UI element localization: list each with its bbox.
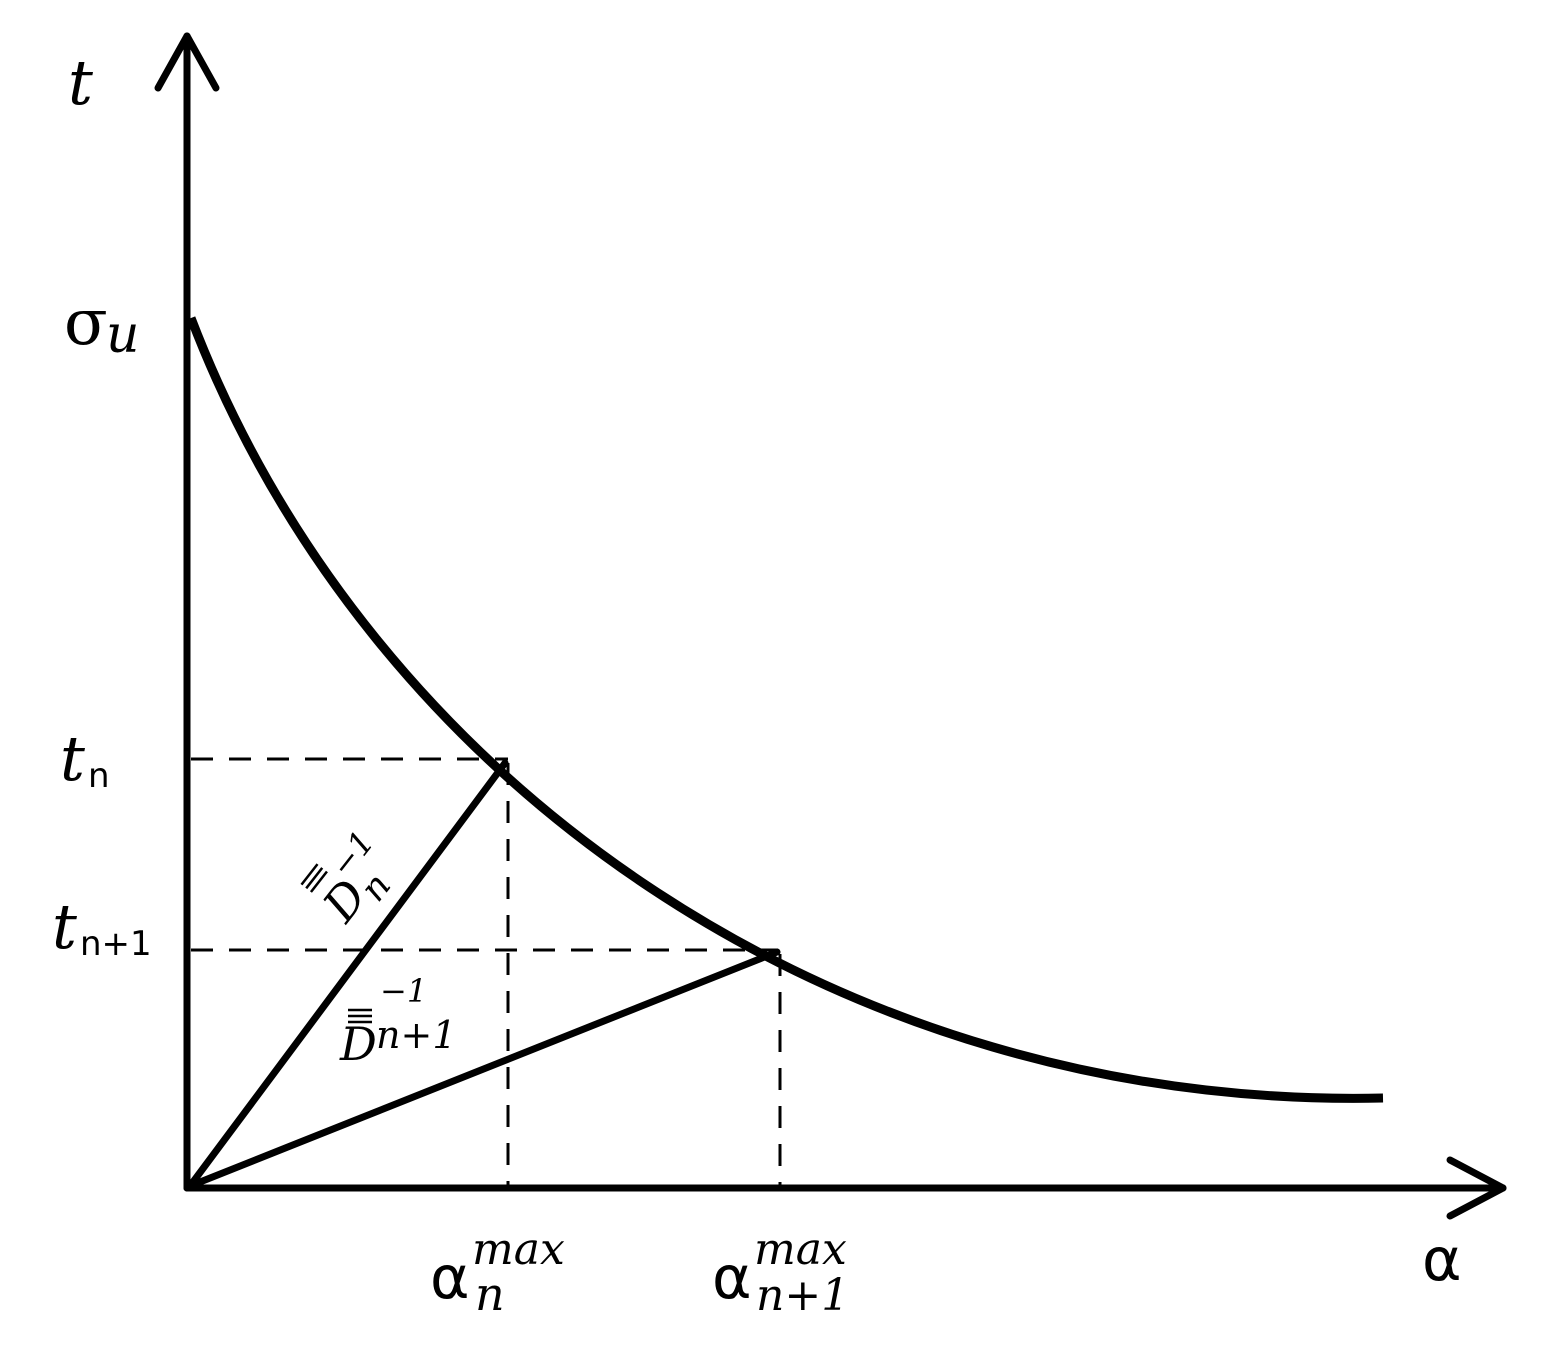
svg-text:−1: −1 xyxy=(380,972,427,1010)
svg-text:σ: σ xyxy=(64,286,108,360)
svg-text:t: t xyxy=(60,722,85,795)
svg-text:n+1: n+1 xyxy=(80,924,152,964)
y-label-tn: t n xyxy=(60,722,110,796)
x-axis-arrowhead xyxy=(1446,1156,1507,1220)
axes xyxy=(154,32,1507,1220)
secant-label-dn1: D −1 n+1 xyxy=(339,972,457,1071)
x-label-alpha-n1-max: α max n+1 xyxy=(712,1224,849,1321)
svg-text:u: u xyxy=(106,305,140,365)
svg-text:max: max xyxy=(472,1224,565,1275)
svg-text:n: n xyxy=(88,756,110,796)
x-label-alpha-n-max: α max n xyxy=(430,1224,565,1321)
svg-text:n+1: n+1 xyxy=(756,1270,849,1321)
y-label-sigma-u: σ u xyxy=(64,286,140,365)
svg-text:D: D xyxy=(339,1017,377,1071)
x-axis-label: α xyxy=(1422,1225,1462,1295)
svg-text:n+1: n+1 xyxy=(376,1013,457,1057)
y-label-tn1: t n+1 xyxy=(52,890,152,964)
svg-text:α: α xyxy=(712,1243,752,1313)
secant-lines xyxy=(186,759,781,1190)
svg-text:t: t xyxy=(52,890,77,963)
secant-line-n1 xyxy=(186,948,781,1190)
y-axis-arrowhead xyxy=(154,32,220,92)
secant-line-n xyxy=(186,759,509,1190)
softening-curve xyxy=(186,316,1384,1103)
secant-label-dn: D −1 n xyxy=(300,823,399,932)
bar-1 xyxy=(309,870,328,893)
dashed-guides xyxy=(191,757,782,1185)
y-axis-label: t xyxy=(68,46,93,119)
svg-text:max: max xyxy=(754,1224,847,1275)
bar-2 xyxy=(305,867,324,890)
svg-text:n: n xyxy=(475,1267,505,1321)
bar-3 xyxy=(300,863,319,886)
svg-text:α: α xyxy=(430,1243,470,1313)
